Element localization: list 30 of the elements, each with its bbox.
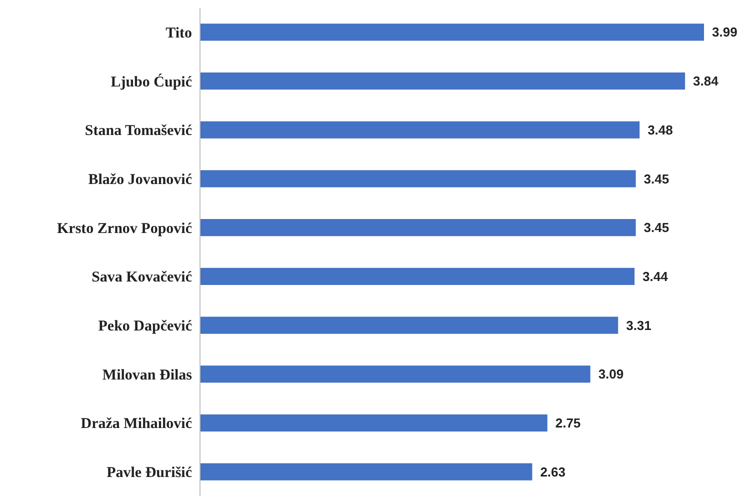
y-tick-label: Blažo Jovanović — [88, 172, 192, 188]
data-label: 3.31 — [626, 318, 652, 333]
data-label: 3.48 — [648, 122, 673, 138]
data-label: 3.45 — [644, 220, 670, 236]
bar — [200, 121, 640, 138]
y-tick-label: Tito — [166, 25, 192, 42]
bar — [200, 24, 704, 41]
bar — [200, 316, 618, 334]
y-tick-label: Ljubo Ćupić — [110, 73, 192, 90]
y-tick-label: Stana Tomašević — [84, 123, 192, 140]
y-tick-label: Peko Dapčević — [98, 318, 192, 335]
data-label: 3.84 — [693, 74, 720, 89]
y-tick-label: Krsto Zrnov Popović — [57, 220, 192, 237]
y-tick-label: Sava Kovačević — [92, 270, 192, 286]
y-tick-label: Draža Mihailović — [80, 416, 192, 432]
bar — [200, 219, 636, 236]
bar — [200, 72, 686, 90]
data-label: 2.75 — [555, 416, 581, 431]
bar — [200, 268, 635, 285]
bar — [200, 366, 590, 383]
bar — [200, 170, 636, 188]
data-label: 3.09 — [598, 366, 624, 382]
y-tick-label: Pavle Đurišić — [106, 465, 192, 482]
y-tick-label: Milovan Đilas — [102, 367, 192, 384]
data-label: 3.44 — [642, 268, 669, 284]
data-label: 2.63 — [540, 464, 566, 480]
bar — [200, 463, 532, 480]
data-label: 3.45 — [644, 171, 670, 186]
data-label: 3.99 — [712, 24, 738, 40]
bar — [200, 414, 548, 432]
